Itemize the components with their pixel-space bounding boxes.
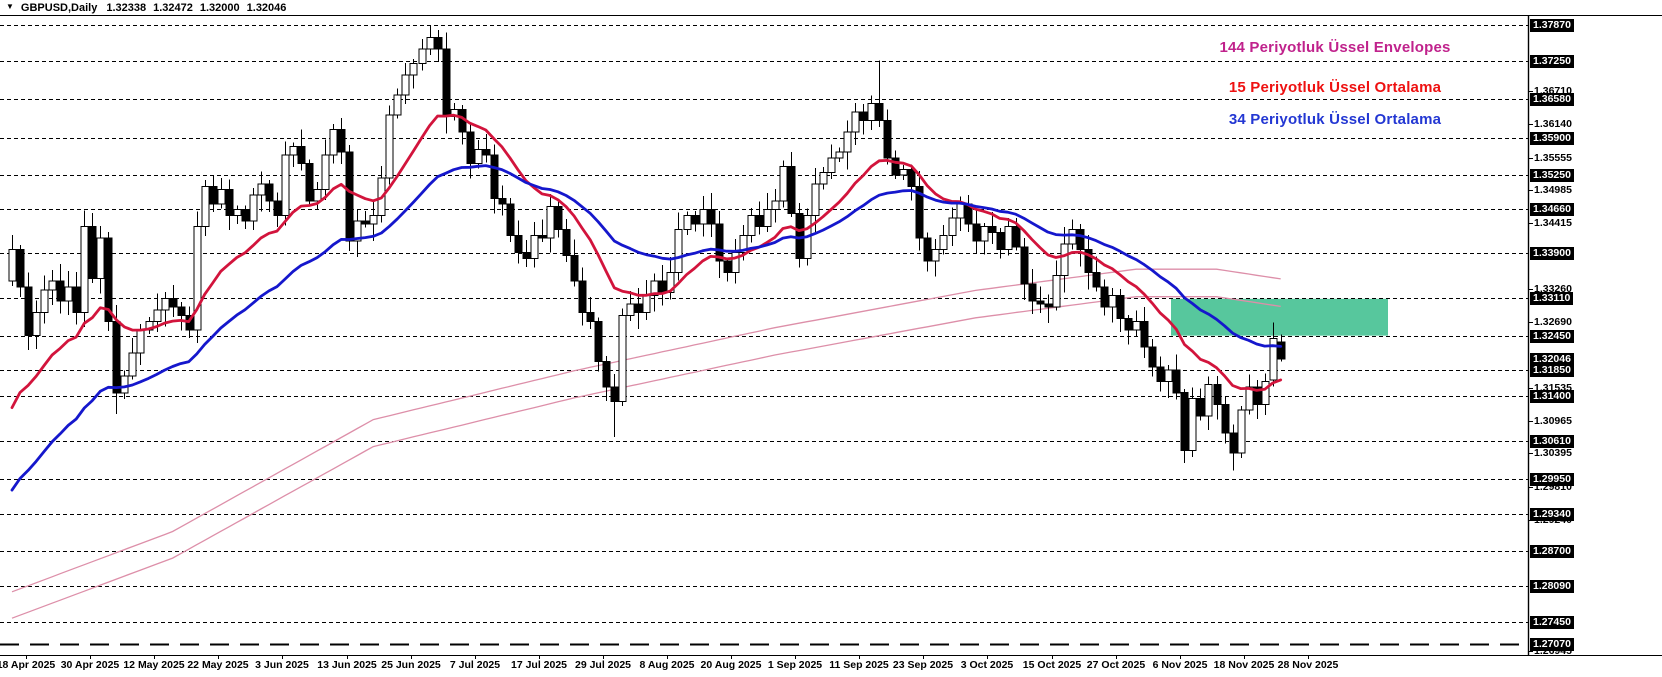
axis-ticks-layer xyxy=(26,91,1533,659)
ohlc-close-value: 1.32046 xyxy=(246,1,287,14)
symbol-period-label: GBPUSD,Daily xyxy=(20,1,98,14)
envelope-lower-line xyxy=(11,296,1281,619)
envelope-upper-line xyxy=(11,268,1281,593)
ohlc-open-value: 1.32338 xyxy=(106,1,147,14)
candles-layer xyxy=(8,25,1286,471)
horizontal-lines-layer xyxy=(0,25,1528,646)
supply-zone-rectangle xyxy=(1171,298,1388,336)
envelopes-annotation: 144 Periyotluk Üssel Envelopes xyxy=(1219,39,1451,56)
ema34-annotation: 34 Periyotluk Üssel Ortalama xyxy=(1228,111,1442,128)
ohlc-low-value: 1.32000 xyxy=(199,1,240,14)
ema34-line xyxy=(10,164,1283,492)
chart-title: ▼ GBPUSD,Daily 1.32338 1.32472 1.32000 1… xyxy=(6,1,286,14)
ema15-annotation: 15 Periyotluk Üssel Ortalama xyxy=(1228,79,1442,96)
ema15-line xyxy=(10,113,1283,410)
ohlc-high-value: 1.32472 xyxy=(153,1,193,14)
collapse-triangle-icon[interactable]: ▼ xyxy=(6,1,14,11)
